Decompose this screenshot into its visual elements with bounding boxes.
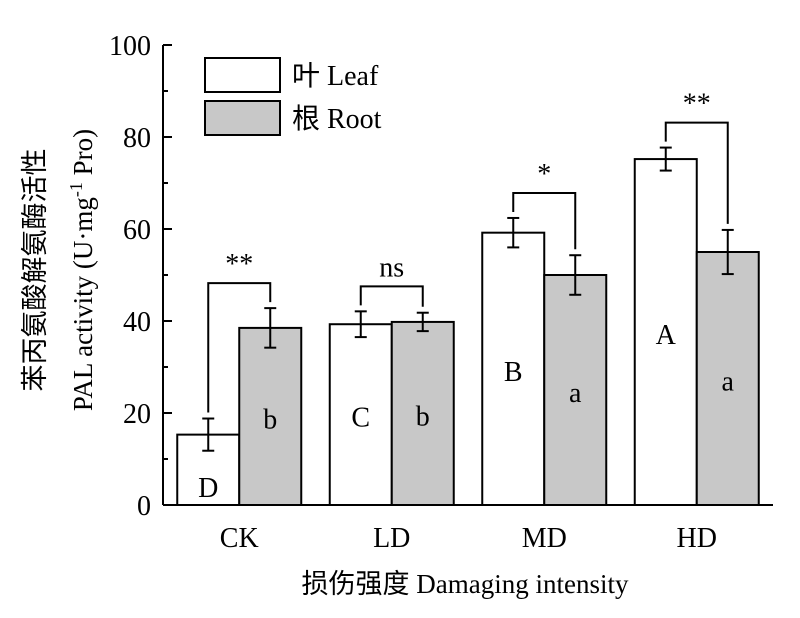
y-tick-label: 0 [137,491,151,522]
significance-letter: a [722,367,735,398]
legend-swatch [204,57,281,93]
significance-letter: b [263,404,277,435]
significance-letter: C [351,403,370,434]
bar [695,251,760,506]
legend-label: 根 Root [292,103,382,135]
significance-letter: a [569,378,582,409]
y-tick-label: 60 [123,215,151,246]
bar [328,323,393,506]
legend-label: 叶 Leaf [292,61,379,92]
y-tick-label: 80 [123,123,151,154]
y-axis-title-suffix: Pro) [68,129,98,182]
x-tick-label: HD [677,523,717,554]
significance-bracket [359,285,424,307]
y-axis-title-prefix: PAL activity (U·mg [68,197,98,411]
y-tick-label: 20 [123,399,151,430]
y-axis-title-chinese: 苯丙氨酸解氨酶活性 [20,149,50,392]
significance-label: ** [225,249,253,280]
significance-label: * [537,159,551,190]
x-tick-label: CK [220,523,259,554]
bar [633,158,698,507]
bar [390,320,455,507]
x-tick-label: LD [373,523,410,554]
y-axis-title-english: PAL activity (U·mg-1 Pro) [66,129,98,411]
y-tick-label: 40 [123,307,151,338]
x-axis-title: 损伤强度 Damaging intensity [302,569,629,599]
significance-letter: D [198,473,218,504]
significance-label: ns [379,252,404,283]
x-tick-label: MD [522,523,567,554]
significance-label: ** [683,89,711,120]
significance-bracket [207,282,272,413]
significance-bracket [512,191,577,250]
bar [238,326,303,506]
legend-swatch [204,100,281,136]
bar [481,231,546,506]
significance-letter: A [656,320,677,351]
y-tick-label: 100 [109,31,151,62]
significance-letter: b [416,401,430,432]
significance-bracket [664,121,729,224]
y-axis-title-superscript: -1 [66,182,86,197]
significance-letter: B [504,357,523,388]
